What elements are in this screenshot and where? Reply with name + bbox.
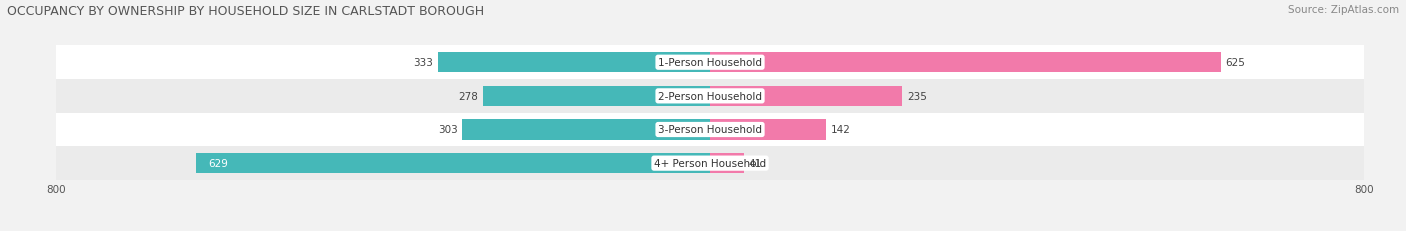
Text: 4+ Person Household: 4+ Person Household (654, 158, 766, 168)
Text: Source: ZipAtlas.com: Source: ZipAtlas.com (1288, 5, 1399, 15)
Text: 629: 629 (208, 158, 228, 168)
Bar (482, 86, 710, 106)
Bar (56, 46, 1364, 80)
Bar (463, 120, 710, 140)
Bar (56, 147, 1364, 180)
Text: 41: 41 (748, 158, 762, 168)
Bar (195, 153, 710, 173)
Bar (56, 80, 1364, 113)
Text: 3-Person Household: 3-Person Household (658, 125, 762, 135)
Bar (56, 113, 1364, 147)
Text: 333: 333 (413, 58, 433, 68)
Bar (710, 120, 827, 140)
Bar (437, 53, 710, 73)
Text: 1-Person Household: 1-Person Household (658, 58, 762, 68)
Bar (710, 86, 903, 106)
Text: 278: 278 (458, 91, 478, 101)
Text: 235: 235 (907, 91, 927, 101)
Text: OCCUPANCY BY OWNERSHIP BY HOUSEHOLD SIZE IN CARLSTADT BOROUGH: OCCUPANCY BY OWNERSHIP BY HOUSEHOLD SIZE… (7, 5, 484, 18)
Bar (710, 153, 744, 173)
Text: 625: 625 (1226, 58, 1246, 68)
Text: 142: 142 (831, 125, 851, 135)
Text: 2-Person Household: 2-Person Household (658, 91, 762, 101)
Bar (710, 53, 1220, 73)
Text: 303: 303 (437, 125, 457, 135)
